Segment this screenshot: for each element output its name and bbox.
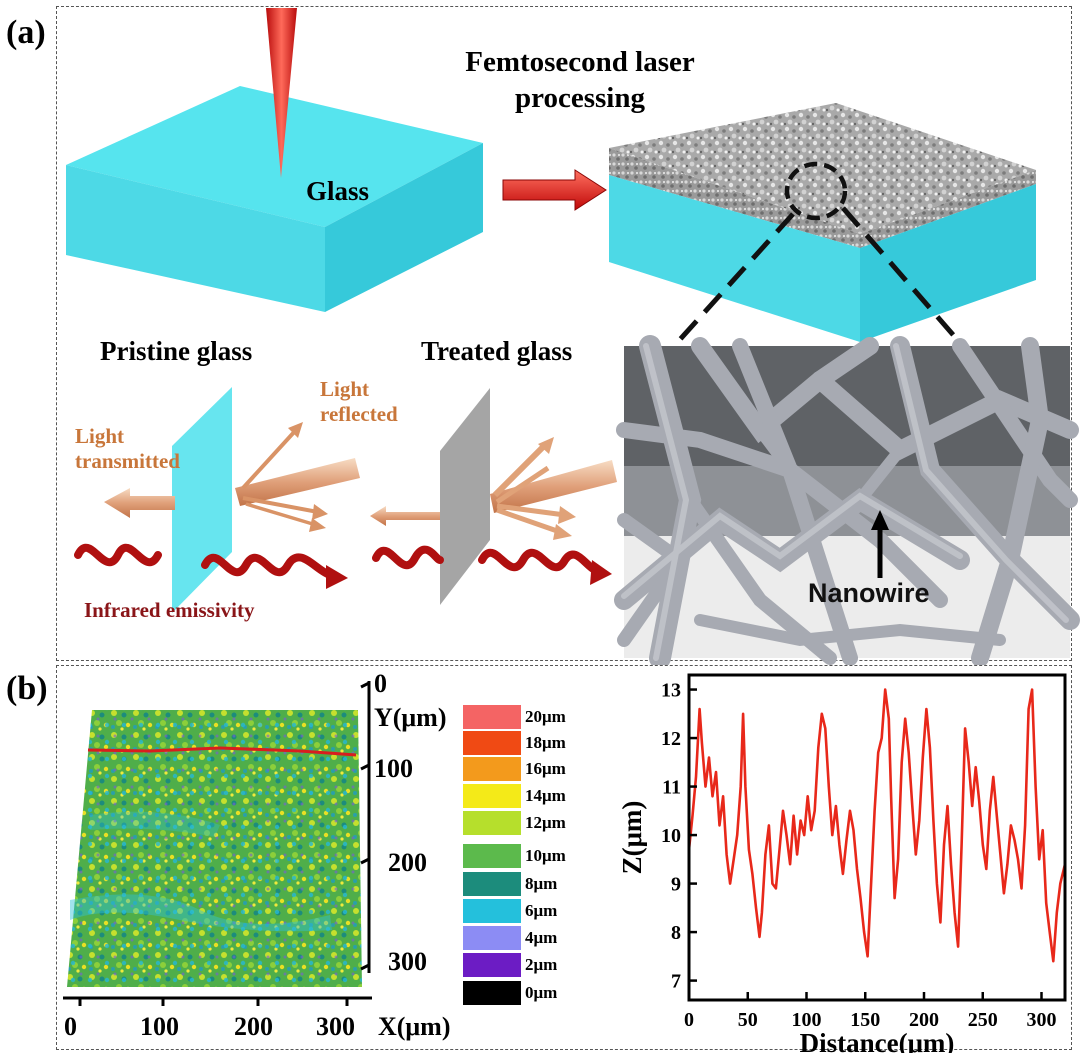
infrared-emissivity-label: Infrared emissivity	[84, 598, 255, 622]
legend-label-0: 0μm	[525, 983, 558, 1002]
legend-swatch-16	[463, 757, 521, 781]
legend-label-14: 14μm	[525, 786, 566, 805]
panel-a-frame	[56, 6, 1072, 661]
zoom-circle	[784, 161, 848, 221]
x-tick-label-0: 0	[684, 1009, 694, 1031]
y-axis-label: Z(μm)	[617, 801, 647, 875]
map-x-tick-100: 100	[140, 1012, 179, 1041]
map-y-tick-300: 300	[388, 947, 427, 976]
map-y-tick-200: 200	[388, 848, 427, 877]
light-transmitted-line2: transmitted	[75, 449, 180, 473]
process-title-line1: Femtosecond laser	[465, 46, 695, 78]
light-reflected-line2: reflected	[320, 402, 398, 426]
treated-glass-title: Treated glass	[421, 336, 573, 366]
x-tick-label-300: 300	[1027, 1009, 1057, 1031]
nanowire-render	[614, 335, 1080, 665]
legend-swatch-12	[463, 811, 521, 835]
y-tick-label-13: 13	[661, 680, 681, 702]
process-title-line2: processing	[515, 82, 645, 114]
legend-swatch-6	[463, 899, 521, 923]
map-x-tick-200: 200	[234, 1012, 273, 1041]
y-tick-label-11: 11	[662, 777, 681, 799]
light-transmitted-label: Light transmitted	[75, 424, 180, 474]
legend-label-4: 4μm	[525, 928, 558, 947]
y-tick-label-7: 7	[671, 971, 681, 993]
legend-label-12: 12μm	[525, 813, 566, 832]
map-x-tick-0: 0	[64, 1012, 77, 1041]
pristine-glass-slab	[66, 86, 483, 312]
series-line-z-profile	[687, 688, 1067, 963]
x-tick-label-200: 200	[909, 1009, 939, 1031]
legend-swatch-4	[463, 926, 521, 950]
y-tick-label-9: 9	[671, 874, 681, 896]
legend-swatch-18	[463, 731, 521, 755]
zoom-leader-right	[841, 206, 964, 347]
legend-swatch-20	[463, 705, 521, 729]
process-arrow	[502, 169, 607, 211]
legend-label-18: 18μm	[525, 733, 566, 752]
treated-light-beams	[370, 437, 617, 540]
pristine-light-beams	[104, 422, 360, 532]
y-tick-label-8: 8	[671, 922, 681, 944]
profile-line-chart: 0 50 100 150 200 250 300 7 8 9 10 11 12 13 Distance(μm…	[617, 673, 1067, 1053]
light-reflected-line1: Light	[320, 377, 370, 401]
process-title: Femtosecond laser processing	[430, 44, 730, 116]
map-y-axis-label: Y(μm)	[374, 703, 447, 732]
legend-swatch-10	[463, 844, 521, 868]
x-tick-label-250: 250	[968, 1009, 998, 1031]
glass-label: Glass	[306, 176, 370, 206]
height-map	[63, 681, 372, 1006]
laser-beam	[266, 8, 297, 178]
legend-label-2: 2μm	[525, 955, 558, 974]
treated-glass-slab	[609, 103, 1036, 342]
pristine-glass-title: Pristine glass	[100, 336, 253, 366]
zoom-leader-left	[673, 212, 795, 347]
legend-label-8: 8μm	[525, 874, 558, 893]
treated-glass-plate	[440, 388, 490, 605]
legend-label-6: 6μm	[525, 901, 558, 920]
map-y-tick-0: 0	[374, 669, 387, 698]
light-transmitted-line1: Light	[75, 424, 125, 448]
pristine-glass-plate	[172, 387, 232, 613]
treated-infrared-waves	[372, 545, 612, 585]
map-x-axis-label: X(μm)	[378, 1012, 451, 1041]
y-tick-label-10: 10	[661, 825, 681, 847]
panel-b-frame	[56, 665, 1072, 1050]
y-tick-label-12: 12	[661, 728, 681, 750]
legend-swatch-8	[463, 872, 521, 896]
panel-b-label: (b)	[6, 670, 48, 707]
panel-a-label: (a)	[6, 14, 46, 51]
nanowire-label: Nanowire	[808, 578, 930, 608]
legend-label-10: 10μm	[525, 846, 566, 865]
map-y-tick-100: 100	[374, 754, 413, 783]
x-tick-label-150: 150	[850, 1009, 880, 1031]
plot-frame	[687, 673, 1067, 1002]
pristine-infrared-waves	[74, 543, 348, 589]
legend-swatch-0	[463, 981, 521, 1005]
light-reflected-label: Light reflected	[320, 377, 398, 427]
x-tick-label-50: 50	[738, 1009, 758, 1031]
legend-swatch-2	[463, 953, 521, 977]
legend-label-16: 16μm	[525, 759, 566, 778]
legend-label-20: 20μm	[525, 707, 566, 726]
panel-a-illustration	[66, 8, 1080, 665]
legend-swatch-14	[463, 784, 521, 808]
map-x-tick-300: 300	[316, 1012, 355, 1041]
x-tick-label-100: 100	[792, 1009, 822, 1031]
x-axis-label: Distance(μm)	[800, 1028, 955, 1053]
